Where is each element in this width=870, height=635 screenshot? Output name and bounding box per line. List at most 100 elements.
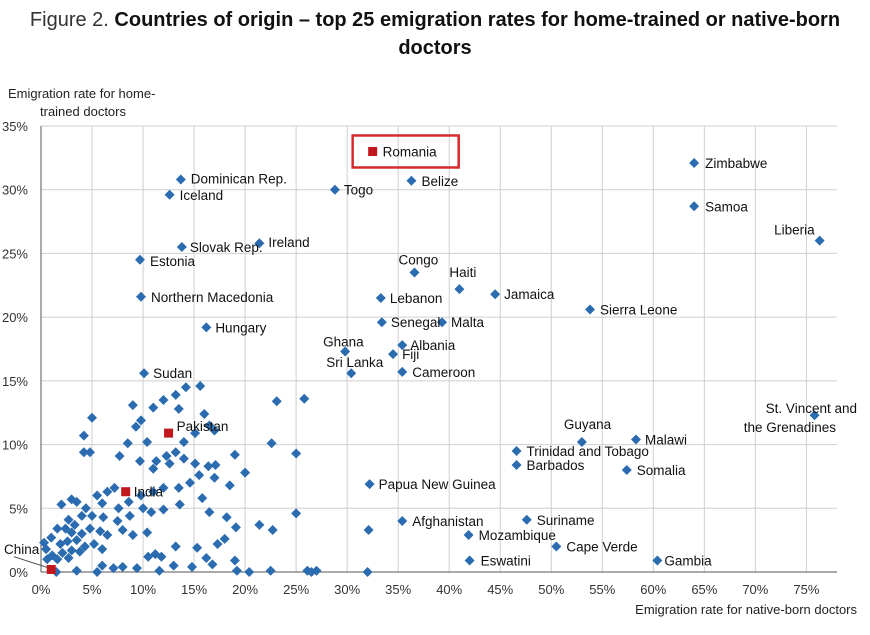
data-point [87,510,98,521]
data-point [266,438,277,449]
label-sudan: Sudan [153,366,192,381]
data-point-zimbabwe [689,157,700,168]
label-haiti: Haiti [449,265,476,280]
data-point-sierra-leone [585,304,596,315]
label-hungary: Hungary [215,320,266,335]
label-estonia: Estonia [150,254,196,269]
x-tick-label: 50% [538,582,564,597]
label-pakistan: Pakistan [177,419,229,434]
data-point-albania [397,340,408,351]
label-papua-new-guinea: Papua New Guinea [379,477,497,492]
data-point [69,519,80,530]
data-point [194,470,205,481]
x-tick-label: 30% [334,582,360,597]
x-tick-label: 45% [487,582,513,597]
point-labels: Zimbabwe Samoa Liberia Belize Togo Dominican … [4,156,857,569]
highlight-box: Romania [351,134,460,169]
data-point-togo [329,184,340,195]
data-point [209,472,220,483]
y-tick-label: 35% [2,119,28,134]
data-point [84,523,95,534]
data-point [229,555,240,566]
data-point-sudan [139,368,150,379]
x-tick-label: 25% [283,582,309,597]
data-point [131,563,142,574]
highlight-point-pakistan [164,428,174,438]
data-point [190,428,201,439]
data-point [170,447,181,458]
data-point [148,402,159,413]
label-zimbabwe: Zimbabwe [705,156,767,171]
label-malawi: Malawi [645,432,687,447]
label-iceland: Iceland [180,188,224,203]
label-sri-lanka: Sri Lanka [326,355,384,370]
label-togo: Togo [344,183,373,198]
data-point [117,561,128,572]
data-point-cape-verde [551,541,562,552]
data-point [112,516,123,527]
label-samoa: Samoa [705,199,748,214]
label-barbados: Barbados [527,458,585,473]
data-point [66,527,77,538]
data-point [95,526,106,537]
data-point [151,456,162,467]
label-mozambique: Mozambique [479,528,556,543]
data-point [254,519,265,530]
y-tick-label: 10% [2,438,28,453]
data-point [299,393,310,404]
data-point [271,396,282,407]
data-point-mozambique [463,530,474,541]
y-tick-label: 15% [2,374,28,389]
data-point-papua-new-guinea [364,479,375,490]
data-point [80,503,91,514]
x-tick-label: 75% [793,582,819,597]
data-point-sri-lanka [346,368,357,379]
data-point [267,524,278,535]
data-point [173,482,184,493]
data-point [130,421,141,432]
data-point [158,482,169,493]
data-point [224,480,235,491]
y-tick-label: 25% [2,246,28,261]
label-india: India [134,485,164,500]
data-point [79,541,90,552]
data-point-malawi [630,434,641,445]
data-point-samoa [689,201,700,212]
label-romania: Romania [383,144,438,159]
label-malta: Malta [451,315,485,330]
x-tick-label: 15% [181,582,207,597]
data-point [76,528,87,539]
label-guyana: Guyana [564,417,612,432]
figure-number: Figure 2. [29,9,109,31]
data-point [221,512,232,523]
data-point-senegal [376,317,387,328]
romania-highlight-frame [351,134,460,169]
label-cape-verde: Cape Verde [566,540,637,555]
data-point [114,451,125,462]
data-point [136,415,147,426]
data-point [161,451,172,462]
label-congo: Congo [399,253,439,268]
data-point [127,530,138,541]
data-point [148,463,159,474]
data-point [158,504,169,515]
y-tick-label: 5% [9,501,28,516]
data-point-congo [409,267,420,278]
figure-heading: Countries of origin – top 25 emigration … [114,9,841,59]
data-point-lebanon [375,293,386,304]
data-point-ghana [340,346,351,357]
data-point [122,438,133,449]
data-point [229,449,240,460]
data-point [244,567,255,577]
y-tick-label: 30% [2,183,28,198]
data-point [134,456,145,467]
data-point-guyana [576,437,587,448]
label-northern-macedonia: Northern Macedonia [151,290,274,305]
label-gambia: Gambia [664,554,712,569]
tick-labels: 0% 5% 10% 15% 20% 25% 30% 35% 0% 5% 10% 15% 20% 25% 30… [2,119,820,597]
data-point [210,459,221,470]
data-point [78,447,89,458]
data-point [362,567,373,577]
data-point [98,512,109,523]
